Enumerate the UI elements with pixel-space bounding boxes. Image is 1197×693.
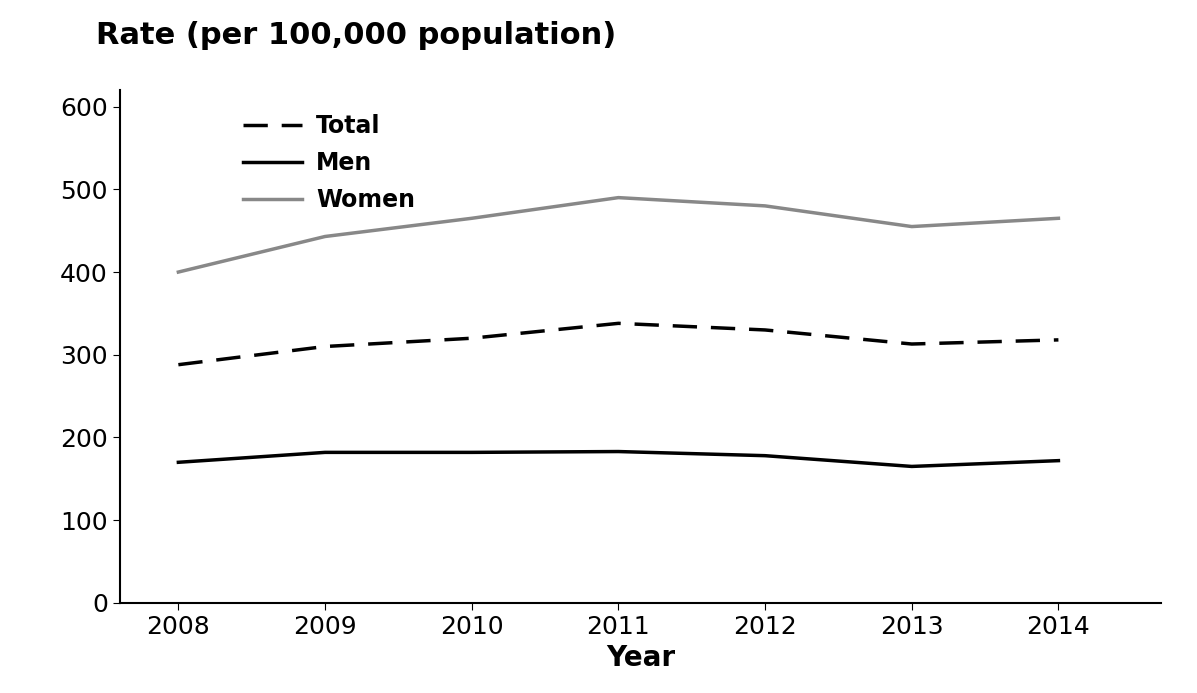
Total [318,342,333,351]
Total [905,340,919,348]
Women [171,268,186,277]
Men [464,448,479,457]
Men [612,448,626,456]
Men [1051,457,1065,465]
Total [171,360,186,369]
Men [905,462,919,471]
Women [464,214,479,222]
Total [612,319,626,328]
Total [758,326,772,334]
Women [758,202,772,210]
Line: Men: Men [178,452,1058,466]
Women [318,232,333,240]
Women [612,193,626,202]
Men [758,452,772,460]
Legend: Total, Men, Women: Total, Men, Women [236,107,423,219]
Women [905,222,919,231]
Total [1051,335,1065,344]
Women [1051,214,1065,222]
X-axis label: Year: Year [606,644,675,672]
Line: Women: Women [178,198,1058,272]
Text: Rate (per 100,000 population): Rate (per 100,000 population) [96,21,616,50]
Line: Total: Total [178,324,1058,365]
Men [171,458,186,466]
Men [318,448,333,457]
Total [464,334,479,342]
